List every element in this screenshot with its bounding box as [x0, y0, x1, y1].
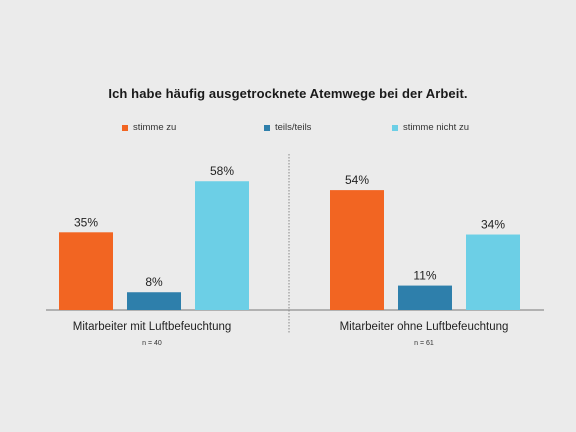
data-label: 11% — [413, 269, 436, 283]
sample-size-label: n = 40 — [142, 340, 162, 347]
group-label: Mitarbeiter mit Luftbefeuchtung — [73, 321, 232, 333]
data-label: 34% — [481, 218, 505, 232]
bar — [127, 292, 181, 310]
legend-item-teils-teils: teils/teils — [264, 122, 311, 133]
legend-swatch-teils-teils — [264, 124, 270, 131]
legend: stimme zu teils/teils stimme nicht zu — [0, 122, 576, 136]
bar — [195, 181, 249, 310]
data-label: 35% — [74, 215, 98, 229]
bar — [466, 234, 520, 310]
bar — [59, 232, 113, 310]
data-label: 54% — [345, 173, 369, 187]
legend-label: teils/teils — [275, 122, 312, 133]
bar — [330, 190, 384, 310]
legend-item-stimme-zu: stimme zu — [122, 122, 176, 133]
legend-label: stimme zu — [133, 122, 177, 133]
legend-label: stimme nicht zu — [403, 122, 469, 133]
data-label: 58% — [210, 164, 234, 178]
sample-size-label: n = 61 — [414, 340, 434, 347]
legend-item-stimme-nicht-zu: stimme nicht zu — [392, 122, 469, 133]
bar — [398, 285, 452, 310]
chart-title: Ich habe häufig ausgetrocknete Atemwege … — [108, 86, 468, 101]
data-label: 8% — [145, 275, 163, 289]
group-label: Mitarbeiter ohne Luftbefeuchtung — [340, 321, 509, 333]
legend-swatch-stimme-zu — [122, 124, 128, 131]
legend-swatch-stimme-nicht-zu — [392, 124, 398, 131]
